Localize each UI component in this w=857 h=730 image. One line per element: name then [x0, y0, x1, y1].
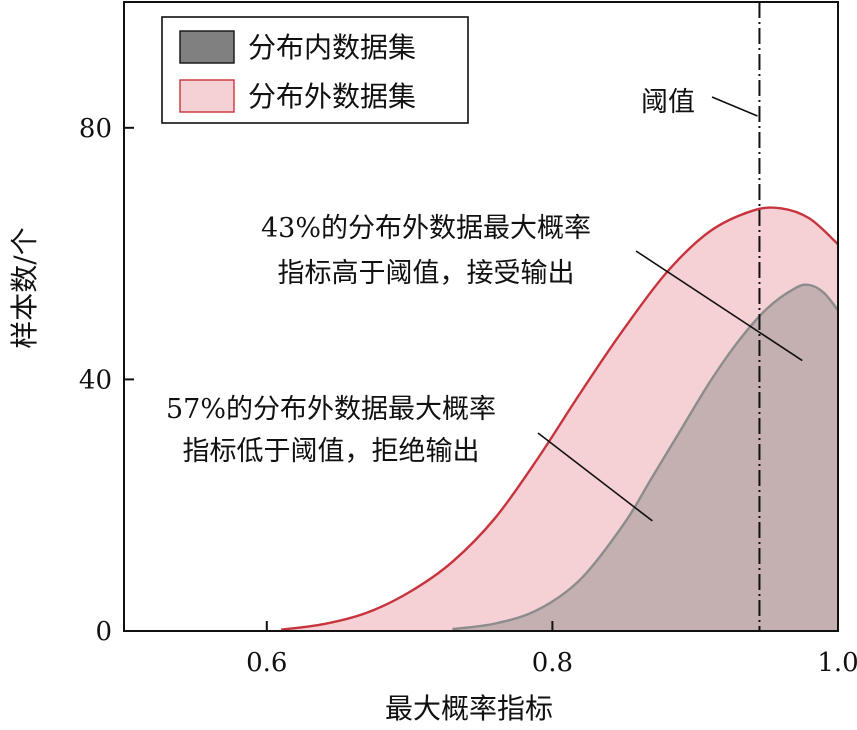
y-tick-label: 0	[95, 617, 112, 647]
annotation-below-threshold-leader	[537, 432, 653, 522]
legend: 分布内数据集 分布外数据集	[161, 16, 469, 124]
x-tick-label: 0.6	[246, 648, 287, 678]
x-tick-label: 0.8	[532, 648, 573, 678]
threshold-label: 阈值	[641, 87, 695, 118]
area-fill-in-distribution	[452, 284, 838, 631]
legend-swatch-in-distribution	[179, 30, 235, 64]
y-tick-label: 40	[79, 365, 112, 395]
axes: 0.6 0.8 1.0 0 40 80	[79, 114, 857, 678]
plot-frame	[123, 1, 839, 632]
x-tick-label: 1.0	[817, 648, 857, 678]
annotation-above-threshold-line-1: 43%的分布外数据最大概率	[261, 213, 591, 244]
series-line-out-of-distribution	[280, 206, 839, 631]
series-line-in-distribution	[452, 283, 839, 631]
legend-label-in-distribution: 分布内数据集	[248, 31, 416, 64]
area-fill-out-of-distribution	[281, 207, 839, 631]
y-tick-label: 80	[79, 114, 112, 144]
x-axis-title: 最大概率指标	[385, 692, 553, 725]
threshold-layer: 阈值	[641, 2, 761, 631]
annotation-layer: 43%的分布外数据最大概率 指标高于阈值，接受输出 57%的分布外数据最大概率 …	[166, 213, 803, 522]
annotation-below-threshold-line-2: 指标低于阈值，拒绝输出	[183, 436, 480, 467]
annotation-above-threshold-line-2: 指标高于阈值，接受输出	[278, 258, 575, 289]
threshold-leader-line	[711, 96, 758, 117]
legend-label-out-of-distribution: 分布外数据集	[248, 80, 416, 113]
annotation-above-threshold-leader	[635, 250, 803, 362]
area-layer	[280, 206, 839, 631]
annotation-below-threshold-line-1: 57%的分布外数据最大概率	[166, 394, 496, 425]
legend-swatch-out-of-distribution	[179, 79, 235, 113]
y-axis-title: 样本数/个	[8, 227, 41, 348]
